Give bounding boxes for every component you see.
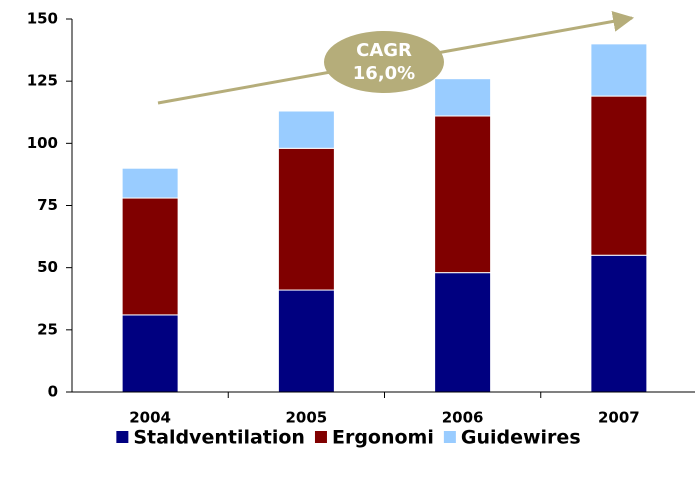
y-tick-label: 125 [27,72,58,90]
legend-swatch [443,431,456,443]
legend-label: Ergonomi [332,427,434,449]
annotation-bubble [324,31,444,93]
legend-swatch [314,431,327,443]
bar-segment [434,78,492,117]
y-tick-label: 75 [37,196,58,214]
legend-label: Guidewires [461,427,581,449]
x-tick-label: 2007 [598,409,640,427]
bar-segment [121,197,179,316]
bar-segment [121,167,179,199]
bar-segment [121,314,179,393]
plot: 0 25 50 75 100 125 150 2004 2005 2006 2007 [27,10,695,427]
legend: Staldventilation Ergonomi Guidewires [116,427,581,449]
bar-segment [434,115,492,274]
y-tick-label: 25 [37,320,58,338]
bar-segment [277,110,335,149]
annotation: CAGR [356,40,412,61]
bar-segment [590,95,648,256]
annotation: 16,0% [353,63,415,84]
bar-segment [277,147,335,291]
bar-segment [434,272,492,393]
y-tick-label: 50 [37,258,58,276]
y-tick-label: 150 [27,10,58,28]
y-tick-label: 100 [27,134,58,152]
y-tick-label: 0 [48,383,58,401]
x-tick-label: 2004 [129,409,171,427]
x-tick-label: 2005 [286,409,328,427]
bar-segment [277,289,335,393]
x-tick-label: 2006 [442,409,484,427]
legend-swatch [116,431,129,443]
legend-label: Staldventilation [133,427,305,449]
bar-segment [590,254,648,393]
bar-segment [590,43,648,97]
